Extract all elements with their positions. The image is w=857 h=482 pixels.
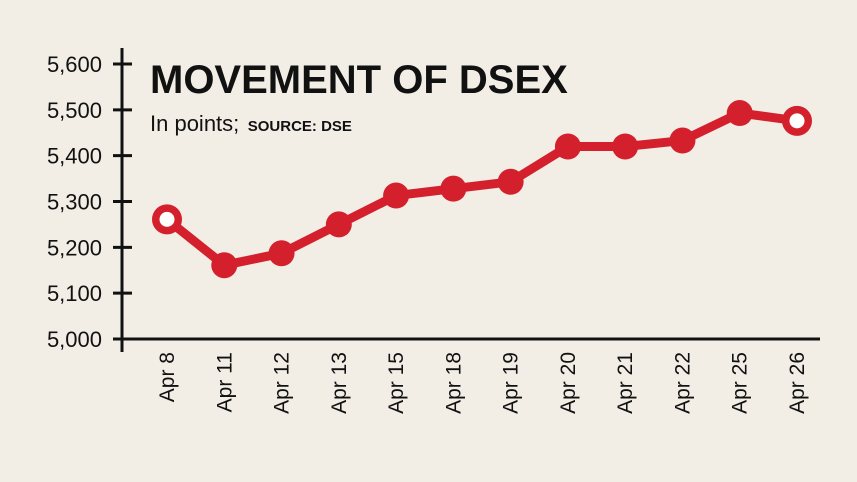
marker-hole — [789, 113, 805, 129]
data-point-marker — [325, 211, 352, 238]
x-axis: Apr 8 Apr 11 Apr 12 Apr 13 Apr 15 Apr 18 Apr 1… — [113, 337, 820, 414]
data-point-marker — [211, 252, 238, 279]
chart-title-block: MOVEMENT OF DSEX In points; SOURCE: DSE — [150, 58, 568, 136]
x-tick-label: Apr 13 — [328, 352, 351, 414]
x-tick-label: Apr 8 — [156, 352, 179, 402]
source-label: SOURCE: DSE — [248, 118, 352, 135]
data-point-marker — [554, 133, 581, 160]
data-point-marker — [497, 168, 524, 195]
x-tick-label: Apr 25 — [729, 352, 752, 414]
data-point-marker — [669, 127, 696, 154]
y-tick-label: 5,500 — [47, 98, 102, 123]
y-tick-label: 5,100 — [47, 281, 102, 306]
x-tick-label: Apr 11 — [213, 352, 236, 412]
data-point-marker — [612, 133, 639, 160]
marker-hole — [159, 211, 175, 227]
data-point-marker — [268, 240, 295, 267]
x-tick-label: Apr 15 — [385, 352, 408, 414]
subtitle-units: In points; — [150, 111, 239, 136]
data-point-marker — [726, 100, 753, 127]
x-tick-label: Apr 12 — [271, 352, 294, 414]
dsex-line — [162, 108, 802, 270]
data-point-marker — [440, 175, 467, 202]
y-tick-label: 5,200 — [47, 235, 102, 260]
y-tick-label: 5,600 — [47, 52, 102, 77]
chart-subtitle: In points; SOURCE: DSE — [150, 111, 352, 136]
x-tick-label: Apr 21 — [614, 352, 637, 414]
y-axis: 5,000 5,100 5,200 5,300 5,400 5,500 5,600 — [47, 48, 132, 352]
x-tick-label: Apr 19 — [500, 352, 523, 414]
x-tick-label: Apr 18 — [442, 352, 465, 414]
y-tick-label: 5,400 — [47, 144, 102, 169]
x-tick-label: Apr 22 — [671, 352, 694, 414]
y-tick-label: 5,300 — [47, 190, 102, 215]
data-point-marker — [383, 182, 410, 209]
series-dsex — [152, 100, 812, 279]
chart-title: MOVEMENT OF DSEX — [150, 58, 568, 102]
x-tick-label: Apr 26 — [786, 352, 809, 414]
x-tick-label: Apr 20 — [557, 352, 580, 414]
y-tick-label: 5,000 — [47, 327, 102, 352]
